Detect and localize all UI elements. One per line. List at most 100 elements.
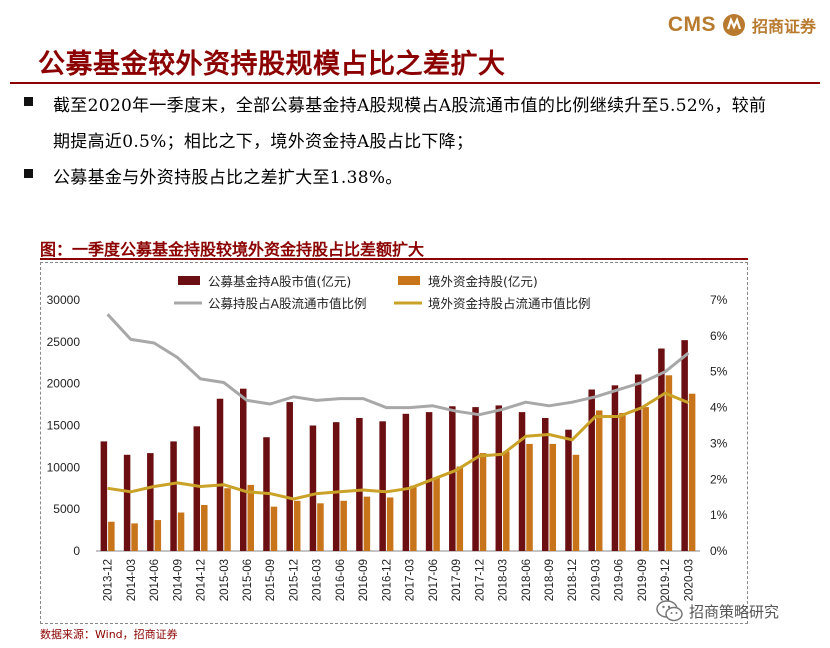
fund-bar [379,421,386,551]
bullet-text: 公募基金与外资持股占比之差扩大至1.38%。 [53,168,403,188]
x-axis-tick-label: 2015-03 [219,559,231,601]
x-axis-tick-label: 2016-03 [312,559,324,601]
x-axis-tick-label: 2019-03 [590,559,602,601]
foreign-bar [526,443,533,551]
legend-swatch-bar [178,276,200,285]
right-axis-tick-label: 5% [710,365,728,379]
fund-bar [309,425,317,551]
x-axis-tick-label: 2020-03 [683,559,695,601]
fund-bar [170,441,177,551]
brand-abbr: CMS [667,13,716,36]
fund-bar [588,389,595,551]
foreign-bar [154,520,162,551]
x-axis-tick-label: 2019-06 [614,559,626,601]
bullet-square-icon [24,169,33,178]
chart-title-divider [40,258,748,260]
x-axis-tick-label: 2015-12 [288,559,300,601]
x-axis-tick-label: 2018-03 [498,559,510,601]
x-axis-tick-label: 2017-06 [428,559,440,601]
foreign-bar [317,503,324,551]
fund-bar [123,454,131,551]
watermark-text: 招商策略研究 [689,602,780,621]
foreign-bar [479,453,487,551]
left-axis-tick-label: 15000 [47,419,81,433]
right-axis-tick-label: 6% [710,329,728,343]
fund-bar [286,402,293,551]
fund-bar [658,348,665,551]
chart-title: 图：一季度公募基金持股较境外资金持股占比差额扩大 [40,240,425,259]
right-axis-tick-label: 4% [710,401,728,415]
brand-logo-group: CMS 招商证券 [668,10,816,40]
fund-bar [449,406,456,551]
legend-swatch-bar [398,276,420,285]
fund-bar [216,398,224,551]
bullet-item: 截至2020年一季度末，全部公募基金持A股规模占A股流通市值的比例继续升至5.5… [24,88,773,160]
foreign-bar [201,504,208,551]
foreign-bar [363,496,371,551]
right-axis-tick-label: 0% [710,544,728,558]
fund-bar [147,453,154,551]
fund-bar [193,426,201,551]
x-axis-tick-label: 2017-03 [405,559,417,601]
wechat-icon [656,600,683,622]
x-axis-tick-label: 2018-12 [567,559,579,601]
foreign-bar [293,500,301,551]
foreign-bar [177,512,185,551]
foreign-bar [108,521,115,551]
legend-label: 公募基金持A股市值(亿元) [208,274,351,289]
foreign-bar [572,454,580,551]
fund-bar [518,412,526,551]
x-axis-tick-label: 2016-09 [358,559,370,601]
left-axis-tick-label: 10000 [47,460,81,474]
page-title: 公募基金较外资持股规模占比之差扩大 [38,49,506,80]
legend-label: 境外资金持股(亿元) [428,274,538,289]
fund-bar [681,340,688,551]
foreign-bar [433,477,440,551]
right-axis-tick-label: 1% [710,508,728,522]
title-divider [10,82,820,84]
legend-label: 公募持股占A股流通市值比例 [208,296,367,311]
fund-bar [495,405,503,551]
left-axis-tick-label: 5000 [53,502,80,516]
source-note: 数据来源：Wind，招商证券 [40,628,178,641]
foreign-ratio-line [107,391,689,501]
bullet-text: 截至2020年一季度末，全部公募基金持A股规模占A股流通市值的比例继续升至5.5… [53,96,767,152]
watermark: 招商策略研究 [656,600,779,622]
legend-label: 境外资金持股占流通市值比例 [428,296,591,311]
x-axis-tick-label: 2014-12 [196,559,208,601]
foreign-bar [410,485,417,551]
left-axis-tick-label: 20000 [47,377,81,391]
x-axis-tick-label: 2016-12 [381,559,393,601]
x-axis-tick-label: 2017-12 [474,559,486,601]
fund-bar [542,417,549,551]
x-axis-tick-label: 2014-03 [126,559,138,601]
fund-bar [565,429,572,551]
fund-bar [100,441,108,551]
fund-ratio-line [106,313,690,417]
foreign-bar [665,375,673,551]
fund-bar [472,407,479,551]
bullet-item: 公募基金与外资持股占比之差扩大至1.38%。 [24,160,773,196]
left-axis-tick-label: 30000 [47,293,81,307]
foreign-bar [131,523,138,551]
foreign-bar [642,407,649,551]
chart-frame [40,262,748,624]
x-axis-tick-label: 2015-06 [242,559,254,601]
x-axis-tick-label: 2018-09 [544,559,556,601]
left-axis-tick-label: 25000 [47,335,81,349]
foreign-bar [619,412,626,551]
foreign-bar [456,466,464,551]
fund-bar [332,422,340,551]
foreign-bar [595,410,603,551]
left-axis-tick-label: 0 [73,544,80,558]
cms-logo-icon [722,14,745,36]
x-axis-tick-label: 2014-09 [172,559,184,601]
foreign-bar [503,451,510,551]
fund-bar [356,417,363,551]
x-axis-tick-label: 2017-09 [451,559,463,601]
foreign-bar [386,497,394,551]
right-axis-tick-label: 7% [710,293,728,307]
foreign-bar [270,506,278,551]
bullet-square-icon [24,97,33,106]
right-axis-tick-label: 2% [710,472,728,486]
